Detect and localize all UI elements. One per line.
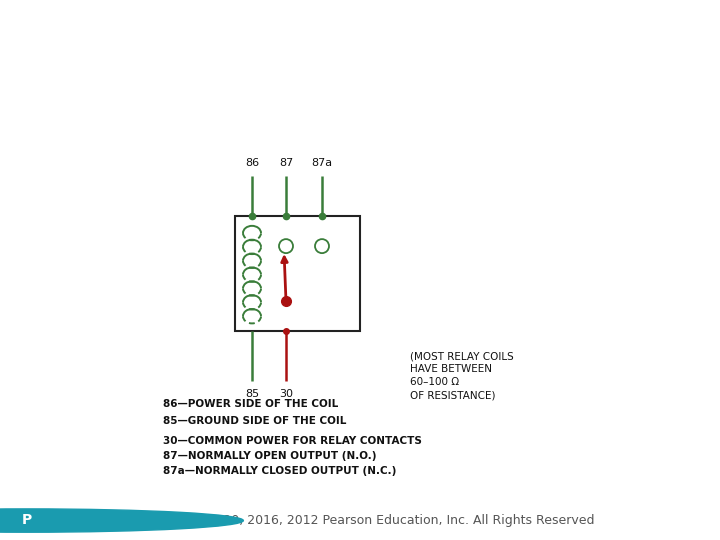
Text: 87a—NORMALLY CLOSED OUTPUT (N.C.): 87a—NORMALLY CLOSED OUTPUT (N.C.) xyxy=(163,466,397,476)
Text: Figure 45.25 A relay uses a movable arm to complete a
circuit whenever there is : Figure 45.25 A relay uses a movable arm … xyxy=(18,15,688,91)
Text: 87—NORMALLY OPEN OUTPUT (N.O.): 87—NORMALLY OPEN OUTPUT (N.O.) xyxy=(163,451,377,461)
Text: 30—COMMON POWER FOR RELAY CONTACTS: 30—COMMON POWER FOR RELAY CONTACTS xyxy=(163,436,422,446)
Text: 85—GROUND SIDE OF THE COIL: 85—GROUND SIDE OF THE COIL xyxy=(163,416,346,426)
Circle shape xyxy=(315,239,329,253)
Text: Copyright © 2020, 2016, 2012 Pearson Education, Inc. All Rights Reserved: Copyright © 2020, 2016, 2012 Pearson Edu… xyxy=(126,514,594,527)
Text: (MOST RELAY COILS: (MOST RELAY COILS xyxy=(410,351,514,361)
Text: Pearson: Pearson xyxy=(54,514,104,527)
Text: 85: 85 xyxy=(245,389,259,399)
Text: HAVE BETWEEN: HAVE BETWEEN xyxy=(410,364,492,374)
Text: 87: 87 xyxy=(279,158,293,168)
Circle shape xyxy=(0,509,243,532)
Text: P: P xyxy=(22,513,32,527)
Text: 86—POWER SIDE OF THE COIL: 86—POWER SIDE OF THE COIL xyxy=(163,399,338,409)
Circle shape xyxy=(279,239,293,253)
Text: 86: 86 xyxy=(245,158,259,168)
Text: 30: 30 xyxy=(279,389,293,399)
Text: OF RESISTANCE): OF RESISTANCE) xyxy=(410,390,495,400)
Bar xyxy=(235,216,360,331)
Text: 87a: 87a xyxy=(312,158,333,168)
Text: 60–100 Ω: 60–100 Ω xyxy=(410,377,459,387)
